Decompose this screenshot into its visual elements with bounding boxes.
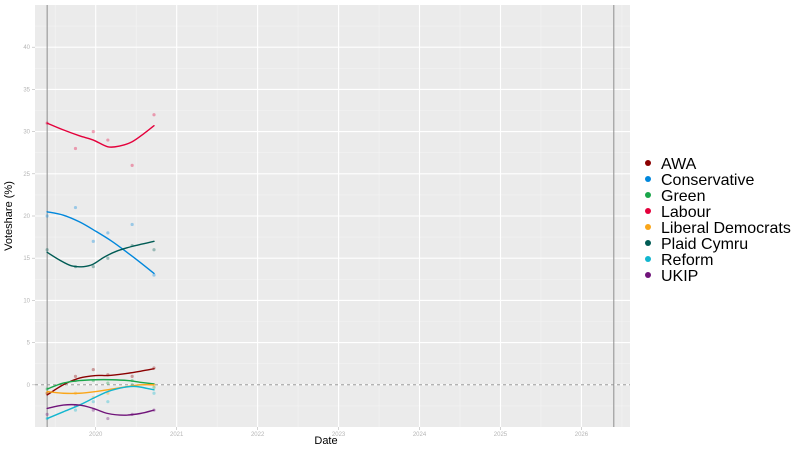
legend-swatch-green (645, 192, 651, 198)
data-point-labour (91, 130, 95, 134)
y-tick-label: 25 (23, 172, 30, 178)
data-point-green (152, 385, 156, 389)
data-point-reform (91, 400, 95, 404)
trend-line-plaid-cymru (46, 240, 155, 268)
y-tick-label: 10 (23, 298, 30, 304)
reference-lines (35, 5, 630, 427)
x-axis-title: Date (314, 435, 337, 447)
legend-label-conservative: Conservative (661, 172, 754, 189)
data-point-labour (106, 138, 110, 142)
data-point-awa (73, 374, 78, 378)
data-point-conservative (45, 214, 49, 218)
legend-label-plaid-cymru: Plaid Cymru (661, 236, 748, 253)
data-point-reform (73, 408, 78, 412)
data-point-plaid-cymru (91, 265, 95, 269)
legend-label-green: Green (661, 188, 705, 205)
legend-label-labour: Labour (661, 204, 711, 221)
x-tick-label: 2024 (413, 432, 427, 438)
y-tick-label: 40 (23, 45, 30, 51)
grid-major (35, 5, 630, 427)
data-point-labour (130, 163, 134, 167)
y-tick-label: 15 (23, 256, 30, 262)
data-point-labour (73, 146, 78, 151)
x-tick-label: 2021 (170, 432, 184, 438)
x-tick-label: 2020 (89, 432, 103, 438)
data-point-conservative (130, 222, 134, 227)
x-tick-label: 2025 (494, 432, 508, 438)
legend-swatch-plaid-cymru (645, 240, 651, 246)
legend-swatch-labour (645, 208, 651, 214)
data-point-labour (152, 113, 156, 117)
x-tick-label: 2023 (332, 432, 346, 438)
data-point-reform (152, 391, 156, 395)
legend-swatch-ukip (645, 272, 651, 278)
data-point-conservative (73, 205, 78, 210)
data-point-reform (106, 400, 110, 404)
data-point-ukip (45, 412, 49, 416)
x-tick-label: 2026 (575, 432, 589, 438)
legend-label-ukip: UKIP (661, 268, 698, 285)
data-point-awa (130, 374, 134, 378)
trend-line-liberal-democrats (46, 383, 155, 395)
legend-label-liberal-democrats: Liberal Democrats (661, 220, 791, 237)
y-axis-title: Voteshare (%) (3, 181, 15, 251)
legend-swatch-awa (645, 160, 651, 166)
y-tick-label: 0 (27, 383, 31, 389)
y-axis-ticks: 0 5 10 15 20 25 30 35 40 (23, 45, 35, 389)
legend-swatch-conservative (645, 176, 651, 182)
trend-line-reform (46, 385, 155, 420)
trend-line-awa (46, 368, 155, 396)
legend-label-awa: AWA (661, 156, 697, 173)
y-tick-label: 20 (23, 214, 30, 220)
data-point-conservative (106, 231, 110, 235)
data-point-awa (91, 368, 95, 372)
trend-lines (46, 122, 155, 420)
data-point-plaid-cymru (106, 256, 110, 260)
data-point-conservative (152, 273, 156, 277)
data-point-plaid-cymru (152, 248, 156, 252)
trend-line-conservative (46, 211, 155, 275)
legend-label-reform: Reform (661, 252, 713, 269)
y-tick-label: 30 (23, 130, 30, 136)
x-axis-ticks: 2020 2021 2022 2023 2024 2025 2026 (89, 427, 589, 438)
data-point-green (106, 381, 110, 385)
x-tick-label: 2022 (251, 432, 265, 438)
legend-swatch-reform (645, 256, 651, 262)
trend-line-ukip (46, 403, 155, 416)
data-point-ukip (106, 416, 110, 421)
trend-line-labour (46, 122, 155, 148)
data-point-plaid-cymru (45, 248, 49, 252)
y-tick-label: 35 (23, 87, 30, 93)
trend-line-green (46, 378, 155, 390)
y-tick-label: 5 (27, 341, 31, 347)
data-point-conservative (91, 239, 95, 243)
legend-swatch-liberal-democrats (645, 224, 651, 230)
